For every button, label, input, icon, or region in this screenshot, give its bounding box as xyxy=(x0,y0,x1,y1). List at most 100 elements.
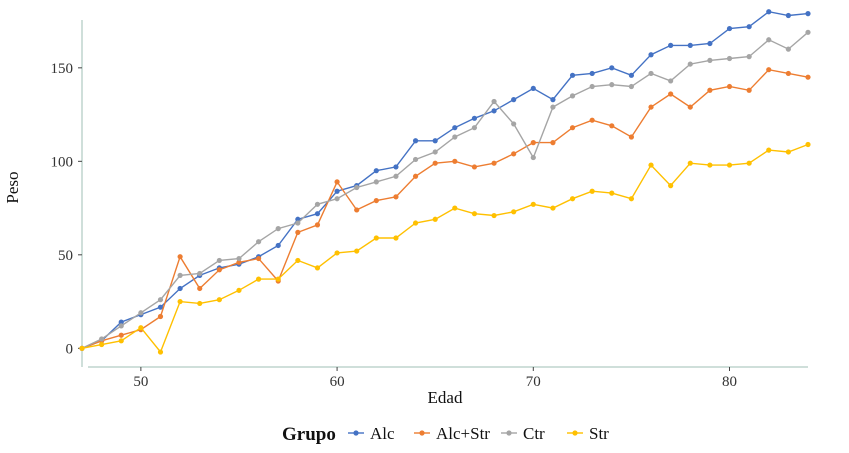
data-point xyxy=(569,72,576,78)
data-point xyxy=(569,125,576,131)
data-point xyxy=(255,255,262,262)
data-point xyxy=(589,188,595,194)
data-point xyxy=(452,134,458,140)
data-point xyxy=(393,194,399,200)
data-point xyxy=(766,37,772,43)
data-point xyxy=(628,83,635,90)
data-point xyxy=(569,196,576,202)
legend-item-alc-str: Alc+Str xyxy=(414,424,490,443)
data-point xyxy=(550,205,556,211)
data-point xyxy=(177,254,183,260)
data-point xyxy=(687,61,693,67)
data-point xyxy=(648,162,654,168)
data-point xyxy=(354,207,360,213)
data-point xyxy=(295,257,301,264)
data-point xyxy=(550,104,556,110)
series-alc-str xyxy=(79,67,811,351)
data-point xyxy=(471,211,478,217)
data-point xyxy=(452,125,458,131)
data-point xyxy=(236,255,242,262)
data-point xyxy=(177,298,183,305)
data-point xyxy=(118,332,124,338)
data-point xyxy=(707,162,713,168)
series-str xyxy=(79,141,811,355)
data-point xyxy=(687,160,693,166)
data-point xyxy=(255,239,262,245)
data-point xyxy=(177,272,183,278)
data-point xyxy=(785,46,791,52)
data-point xyxy=(412,138,419,144)
legend-key-point xyxy=(353,430,359,436)
data-point xyxy=(138,325,144,331)
legend-item-ctr: Ctr xyxy=(501,424,545,443)
data-point xyxy=(648,70,654,77)
data-point xyxy=(609,82,615,88)
data-point xyxy=(373,168,379,174)
data-point xyxy=(530,85,536,92)
data-point xyxy=(589,70,595,77)
x-tick-label: 80 xyxy=(722,374,737,390)
data-point xyxy=(511,151,517,157)
data-point xyxy=(491,212,497,219)
legend-label: Alc+Str xyxy=(436,424,490,443)
data-point xyxy=(295,216,301,222)
data-point xyxy=(314,201,321,207)
data-point xyxy=(628,72,635,78)
data-point xyxy=(668,42,674,48)
data-point xyxy=(785,12,791,19)
data-point xyxy=(295,229,301,235)
data-point xyxy=(471,164,478,170)
data-point xyxy=(707,87,713,93)
legend-label: Str xyxy=(589,424,609,443)
y-tick-label: 150 xyxy=(51,61,74,77)
legend-key-point xyxy=(572,430,578,436)
data-point xyxy=(569,93,576,99)
data-point xyxy=(805,74,811,80)
data-point xyxy=(334,196,340,202)
series-line-alc-str xyxy=(81,68,809,349)
data-point xyxy=(726,83,733,90)
data-point xyxy=(432,149,438,155)
series-line-str xyxy=(81,143,809,354)
data-point xyxy=(216,257,222,264)
data-point xyxy=(746,24,752,30)
data-point xyxy=(118,323,124,329)
data-point xyxy=(452,158,458,164)
data-point xyxy=(412,220,419,226)
data-point xyxy=(197,300,203,307)
legend: Grupo Alc Alc+Str Ctr Str xyxy=(282,424,609,445)
data-point xyxy=(628,134,635,140)
data-point xyxy=(314,211,321,217)
data-point xyxy=(628,196,635,202)
data-point xyxy=(334,250,340,256)
data-point xyxy=(491,108,497,114)
data-point xyxy=(275,276,281,282)
data-point xyxy=(255,276,262,282)
data-point xyxy=(275,226,281,232)
legend-item-alc: Alc xyxy=(348,424,395,443)
data-point xyxy=(589,117,595,123)
y-axis-title: Peso xyxy=(3,171,22,203)
data-point xyxy=(648,104,654,110)
data-point xyxy=(393,164,399,170)
data-point xyxy=(707,57,713,63)
data-point xyxy=(99,341,105,348)
y-tick-label: 100 xyxy=(51,154,74,170)
data-point xyxy=(530,201,536,207)
data-point xyxy=(668,183,674,189)
data-point xyxy=(687,104,693,110)
legend-label: Ctr xyxy=(523,424,545,443)
x-axis-title: Edad xyxy=(428,388,463,407)
data-point xyxy=(609,65,615,71)
data-point xyxy=(746,87,752,93)
data-point xyxy=(805,141,811,148)
data-point xyxy=(530,140,536,146)
data-point xyxy=(157,313,164,320)
data-point xyxy=(275,242,281,249)
legend-item-str: Str xyxy=(567,424,609,443)
data-point xyxy=(511,121,517,127)
data-point xyxy=(138,310,144,316)
data-point xyxy=(471,125,478,131)
x-tick-label: 50 xyxy=(133,374,148,390)
